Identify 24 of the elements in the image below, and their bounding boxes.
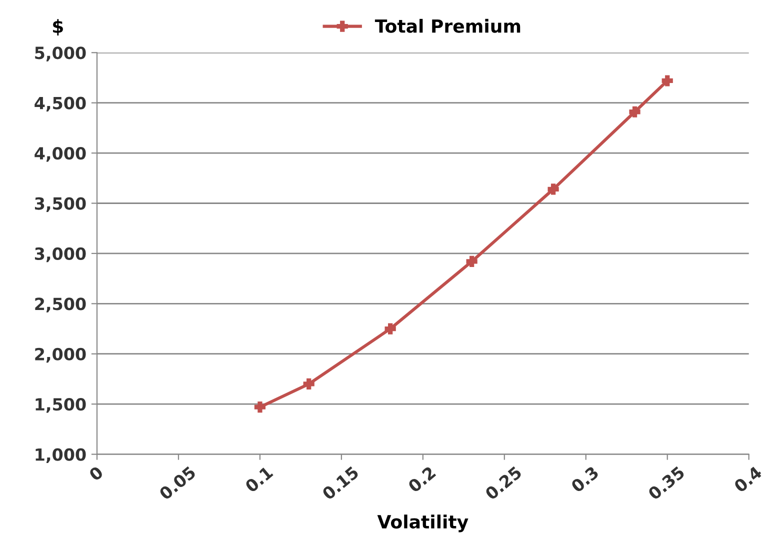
y-tick-label: 4,500 xyxy=(34,96,86,112)
point xyxy=(548,184,559,195)
x-axis-title: Volatility xyxy=(377,514,468,532)
point xyxy=(384,323,396,334)
x-tick-label: 0.3 xyxy=(570,466,600,494)
y-tick-label: 1,500 xyxy=(36,398,86,413)
y-tick-label: 2,000 xyxy=(35,348,86,363)
point xyxy=(466,256,478,268)
x-tick-label: 0.1 xyxy=(244,466,274,494)
legend-label: Total Premium xyxy=(374,18,520,33)
y-tick-label: 1,000 xyxy=(36,448,86,463)
x-tick-label: 0.4 xyxy=(733,465,763,494)
point xyxy=(662,75,673,86)
x-tick-label: 0 xyxy=(88,465,104,482)
y-tick-label: 5,000 xyxy=(35,46,86,62)
y-tick-label: 4,000 xyxy=(34,147,86,162)
point xyxy=(254,402,266,413)
y-axis-title: $ xyxy=(53,19,63,36)
x-tick-label: 0.2 xyxy=(407,466,436,494)
y-tick-label: 2,500 xyxy=(35,298,86,312)
point xyxy=(629,106,640,118)
y-tick-label: 3,500 xyxy=(34,197,86,212)
y-tick-label: 3,000 xyxy=(34,247,86,262)
point xyxy=(303,378,314,390)
